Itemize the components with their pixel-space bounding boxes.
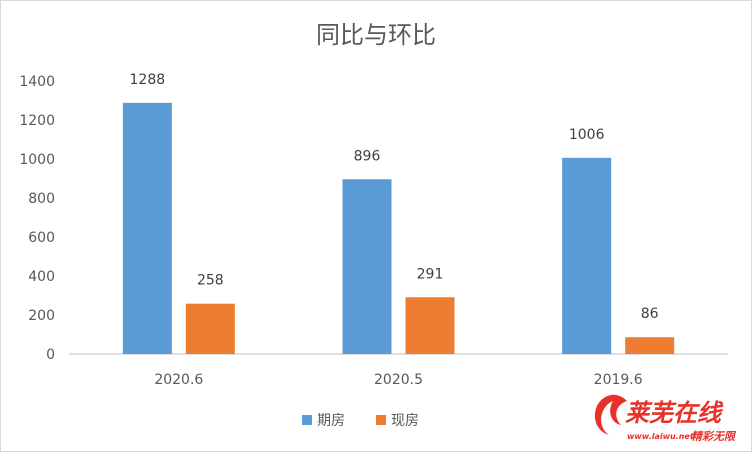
bar: [405, 297, 455, 354]
watermark-logo: 莱芜在线 www.laiwu.net 精彩无限: [594, 394, 737, 443]
watermark-brand: 莱芜在线: [625, 399, 724, 427]
x-axis: 2020.6 2020.5 2019.6: [154, 372, 642, 388]
bar: [185, 303, 235, 354]
y-tick-label: 1200: [19, 113, 55, 129]
data-label: 86: [641, 306, 659, 322]
bars: 1288 258 896 291 1006 86: [122, 72, 675, 354]
y-tick-label: 0: [46, 347, 55, 363]
chart-title: 同比与环比: [316, 21, 436, 49]
y-tick-label: 200: [28, 308, 55, 324]
y-tick-label: 600: [28, 230, 55, 246]
y-tick-label: 800: [28, 191, 55, 207]
x-tick-label: 2020.5: [374, 372, 423, 388]
data-label: 258: [197, 273, 224, 289]
legend-label: 期房: [317, 413, 345, 429]
legend-swatch: [302, 415, 312, 425]
y-axis: 0 200 400 600 800 1000 1200 1400: [19, 74, 55, 363]
legend: 期房 现房: [302, 413, 419, 429]
x-tick-label: 2019.6: [594, 372, 643, 388]
bar: [342, 179, 392, 354]
legend-swatch: [376, 415, 386, 425]
x-tick-label: 2020.6: [154, 372, 203, 388]
watermark-slogan: 精彩无限: [691, 430, 737, 443]
bar: [122, 102, 172, 354]
y-tick-label: 1000: [19, 152, 55, 168]
flame-logo-icon: [594, 394, 627, 435]
data-label: 291: [417, 266, 444, 282]
bar: [625, 337, 675, 354]
data-label: 896: [354, 148, 381, 164]
legend-label: 现房: [391, 413, 419, 429]
y-tick-label: 400: [28, 269, 55, 285]
y-tick-label: 1400: [19, 74, 55, 90]
data-label: 1006: [569, 127, 605, 143]
watermark-url: www.laiwu.net: [627, 432, 695, 441]
data-label: 1288: [130, 72, 166, 88]
bar: [562, 157, 612, 354]
